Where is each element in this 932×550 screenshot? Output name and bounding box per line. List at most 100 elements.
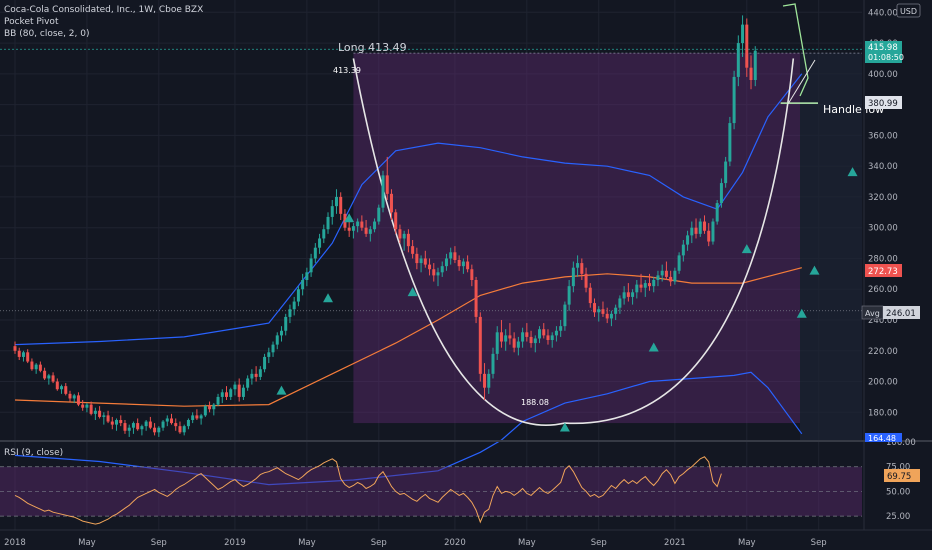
rsi-panel — [0, 456, 862, 525]
y-tick-label: 320.00 — [868, 193, 898, 203]
candle-body — [652, 280, 656, 287]
y-tick-label: 440.00 — [868, 8, 898, 18]
candle-body — [389, 193, 393, 213]
pocket-pivot-marker — [276, 385, 287, 395]
y-tick-label: 260.00 — [868, 285, 898, 295]
peak-price-label: 413.39 — [333, 66, 361, 75]
candle-body — [186, 420, 190, 427]
candle-body — [474, 280, 478, 317]
current-price-tag: 415.98 01:08:50 — [865, 41, 904, 63]
candle-body — [55, 381, 59, 390]
candle-body — [542, 329, 546, 336]
candle-body — [449, 252, 453, 259]
candle-body — [309, 258, 313, 273]
candle-body — [436, 272, 440, 276]
candle-body — [68, 393, 72, 399]
y-tick-label: 200.00 — [868, 378, 898, 388]
candle-body — [305, 272, 309, 280]
candle-body — [546, 335, 550, 340]
candle-body — [394, 212, 398, 230]
candle-body — [605, 313, 609, 319]
candle-body — [263, 356, 267, 370]
pocket-pivot-marker — [648, 342, 659, 352]
candle-body — [343, 213, 347, 228]
x-tick-label: Sep — [811, 538, 827, 548]
candle-body — [508, 335, 512, 339]
candle-body — [119, 420, 123, 424]
candle-body — [521, 332, 525, 342]
candle-body — [584, 273, 588, 288]
candle-body — [30, 361, 34, 370]
currency-label: USD — [900, 7, 917, 16]
candle-body — [170, 418, 174, 424]
candle-body — [736, 43, 740, 77]
candle-body — [563, 304, 567, 327]
candle-body — [724, 161, 728, 184]
y-tick-label: 400.00 — [868, 70, 898, 80]
rsi-tick-label: 50.00 — [886, 487, 910, 497]
candle-body — [165, 418, 169, 422]
candle-body — [322, 229, 326, 239]
avg-label: Avg — [865, 309, 880, 318]
candle-body — [21, 352, 25, 357]
candle-body — [318, 238, 322, 248]
candle-body — [148, 421, 152, 428]
candle-body — [106, 415, 110, 422]
candle-body — [491, 353, 495, 374]
candle-body — [571, 267, 575, 287]
candle-body — [195, 415, 199, 419]
candle-body — [622, 292, 626, 299]
candle-body — [144, 421, 148, 427]
candle-body — [51, 375, 55, 382]
candle-body — [229, 389, 233, 397]
candle-body — [677, 255, 681, 271]
candle-body — [406, 233, 410, 247]
candle-body — [609, 313, 613, 319]
candle-body — [296, 289, 300, 302]
y-tick-label: 280.00 — [868, 254, 898, 264]
candle-body — [618, 298, 622, 308]
handle-low-value: 380.99 — [868, 99, 898, 109]
candle-body — [673, 270, 677, 282]
candle-body — [267, 352, 271, 357]
pocket-pivot-marker — [809, 265, 820, 275]
candle-body — [313, 247, 317, 259]
bb-mid-tag: 272.73 — [865, 264, 902, 277]
candle-body — [415, 253, 419, 264]
currency-button[interactable]: USD — [896, 3, 921, 18]
candle-body — [258, 369, 262, 377]
candle-body — [123, 423, 127, 431]
candle-body — [614, 307, 618, 314]
pocket-pivot-marker — [741, 244, 752, 254]
candle-body — [212, 404, 216, 410]
candle-body — [398, 229, 402, 239]
candle-body — [694, 227, 698, 234]
pocket-pivot-marker — [559, 422, 570, 432]
candle-body — [208, 406, 212, 410]
candle-body — [554, 330, 558, 336]
pocket-pivot-marker — [407, 287, 418, 297]
candlestick-series — [13, 15, 757, 437]
candle-body — [461, 261, 465, 267]
candle-body — [76, 395, 80, 405]
rsi-tick-label: 25.00 — [886, 512, 910, 522]
handle-trend-line — [787, 59, 816, 105]
candle-body — [753, 50, 757, 80]
candle-body — [250, 373, 254, 379]
x-tick-label: Sep — [371, 538, 387, 548]
bb-lower-value: 164.48 — [868, 434, 896, 443]
candle-body — [512, 338, 516, 348]
candle-body — [216, 396, 220, 405]
candle-body — [199, 415, 203, 419]
pocket-pivot-marker — [344, 213, 355, 223]
candle-body — [580, 263, 584, 274]
candle-body — [681, 244, 685, 256]
candle-body — [161, 421, 165, 428]
x-tick-label: May — [78, 538, 96, 548]
candle-body — [715, 203, 719, 222]
x-tick-label: 2021 — [664, 538, 686, 548]
x-tick-label: 2019 — [224, 538, 246, 548]
candle-body — [373, 221, 377, 230]
candle-body — [246, 378, 250, 388]
